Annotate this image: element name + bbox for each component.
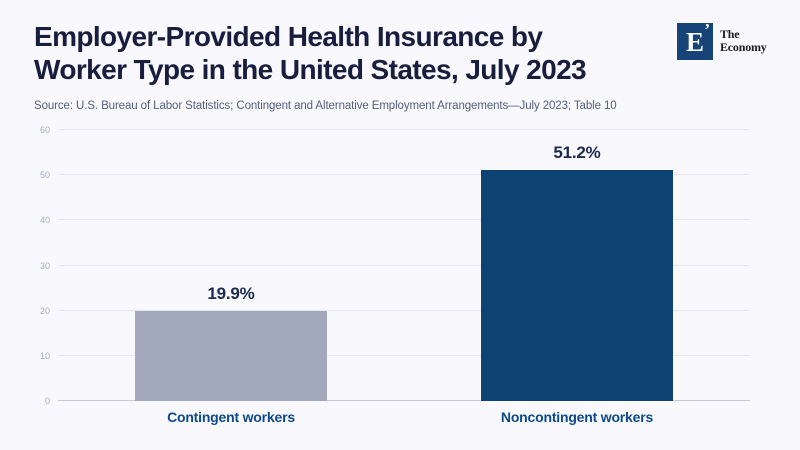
logo-e-letter: E [685, 26, 704, 57]
category-label: Contingent workers [167, 409, 295, 425]
logo-wordmark-line-2: Economy [720, 40, 767, 54]
bar-slot: 51.2% [404, 130, 750, 401]
bar-value-label: 19.9% [207, 284, 255, 304]
bar-value-label: 51.2% [553, 142, 601, 162]
y-tick-label: 60 [39, 125, 50, 135]
gridline [58, 264, 750, 266]
bar-noncontingent-workers [481, 169, 673, 401]
gridline [58, 129, 750, 130]
the-economy-logo: E ’ The Economy [677, 20, 767, 60]
source-note: Source: U.S. Bureau of Labor Statistics;… [34, 100, 617, 112]
gridline [58, 354, 750, 356]
logo-wordmark: The Economy [720, 23, 767, 60]
y-tick-label: 30 [39, 260, 50, 271]
bar-contingent-workers [135, 311, 327, 401]
gridline [58, 174, 750, 176]
y-axis: 0 10 20 30 40 50 60 [0, 125, 50, 406]
gridline [58, 309, 750, 311]
logo-wordmark-line-1: The [720, 27, 740, 41]
category-label: Noncontingent workers [500, 409, 654, 425]
logo-apostrophe-mark: ’ [704, 20, 710, 39]
gridline [58, 219, 750, 221]
y-tick-label: 40 [39, 215, 50, 226]
y-tick-label: 20 [39, 305, 50, 316]
chart-title-line-1: Employer-Provided Health Insurance by [34, 21, 543, 52]
plot-area: 19.9% 51.2% [58, 129, 750, 401]
y-tick-label: 50 [39, 170, 50, 181]
chart-title: Employer-Provided Health Insurance by Wo… [34, 20, 587, 86]
y-tick-label: 10 [39, 350, 50, 361]
y-tick-label: 0 [44, 396, 50, 406]
x-axis-line [58, 400, 750, 401]
logo-monogram-square: E ’ [677, 20, 713, 60]
bar-slot: 19.9% [58, 130, 404, 401]
chart-title-line-2: Worker Type in the United States, July 2… [34, 54, 587, 85]
x-axis: Contingent workers Noncontingent workers [58, 409, 750, 425]
